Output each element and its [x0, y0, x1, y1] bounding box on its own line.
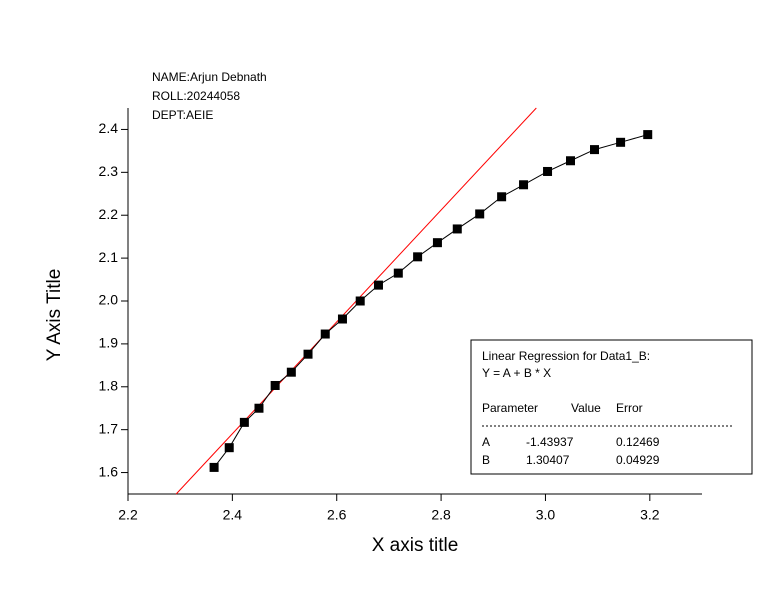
data-point — [270, 380, 280, 390]
x-axis-title: X axis title — [372, 535, 459, 556]
data-point — [373, 280, 383, 290]
param-name: B — [482, 453, 490, 467]
param-error: 0.04929 — [616, 453, 660, 467]
x-tick-label: 2.2 — [118, 507, 138, 523]
data-point — [254, 403, 264, 413]
data-point — [303, 349, 313, 359]
data-point — [475, 209, 485, 219]
data-point — [643, 130, 653, 140]
param-value: 1.30407 — [526, 453, 570, 467]
data-point — [393, 268, 403, 278]
y-tick-label: 2.4 — [99, 120, 119, 136]
table-header: Value — [571, 401, 601, 415]
data-point — [432, 238, 442, 248]
table-header: Parameter — [482, 401, 538, 415]
x-tick-label: 2.4 — [223, 507, 243, 523]
regression-equation: Y = A + B * X — [482, 366, 551, 380]
data-point — [286, 367, 296, 377]
x-tick-label: 3.2 — [640, 507, 660, 523]
data-point — [413, 252, 423, 262]
param-error: 0.12469 — [616, 435, 660, 449]
regression-title: Linear Regression for Data1_B: — [482, 349, 650, 363]
y-axis-title: Y Axis Title — [44, 269, 65, 362]
y-tick-label: 1.6 — [99, 463, 119, 479]
data-point — [224, 443, 234, 453]
x-tick-label: 3.0 — [536, 507, 556, 523]
y-tick-label: 1.7 — [99, 420, 119, 436]
data-point — [497, 192, 507, 202]
param-value: -1.43937 — [526, 435, 574, 449]
param-name: A — [482, 435, 490, 449]
data-point — [320, 329, 330, 339]
data-point — [452, 224, 462, 234]
data-point — [543, 166, 553, 176]
data-point — [239, 417, 249, 427]
regression-box — [470, 339, 753, 475]
table-header: Error — [616, 401, 643, 415]
x-tick-label: 2.8 — [431, 507, 451, 523]
data-point — [616, 137, 626, 147]
data-point — [355, 296, 365, 306]
data-point — [209, 462, 219, 472]
y-tick-label: 1.9 — [99, 335, 119, 351]
y-tick-label: 2.2 — [99, 206, 119, 222]
annotation: ROLL:20244058 — [152, 89, 240, 103]
data-point — [590, 145, 600, 155]
data-point — [566, 156, 576, 166]
y-tick-label: 2.1 — [99, 249, 119, 265]
y-tick-label: 2.0 — [99, 292, 119, 308]
annotation: DEPT:AEIE — [152, 108, 213, 122]
y-tick-label: 1.8 — [99, 377, 119, 393]
y-tick-label: 2.3 — [99, 163, 119, 179]
x-tick-label: 2.6 — [327, 507, 347, 523]
annotation: NAME:Arjun Debnath — [152, 70, 267, 84]
data-point — [519, 180, 529, 190]
data-point — [337, 314, 347, 324]
